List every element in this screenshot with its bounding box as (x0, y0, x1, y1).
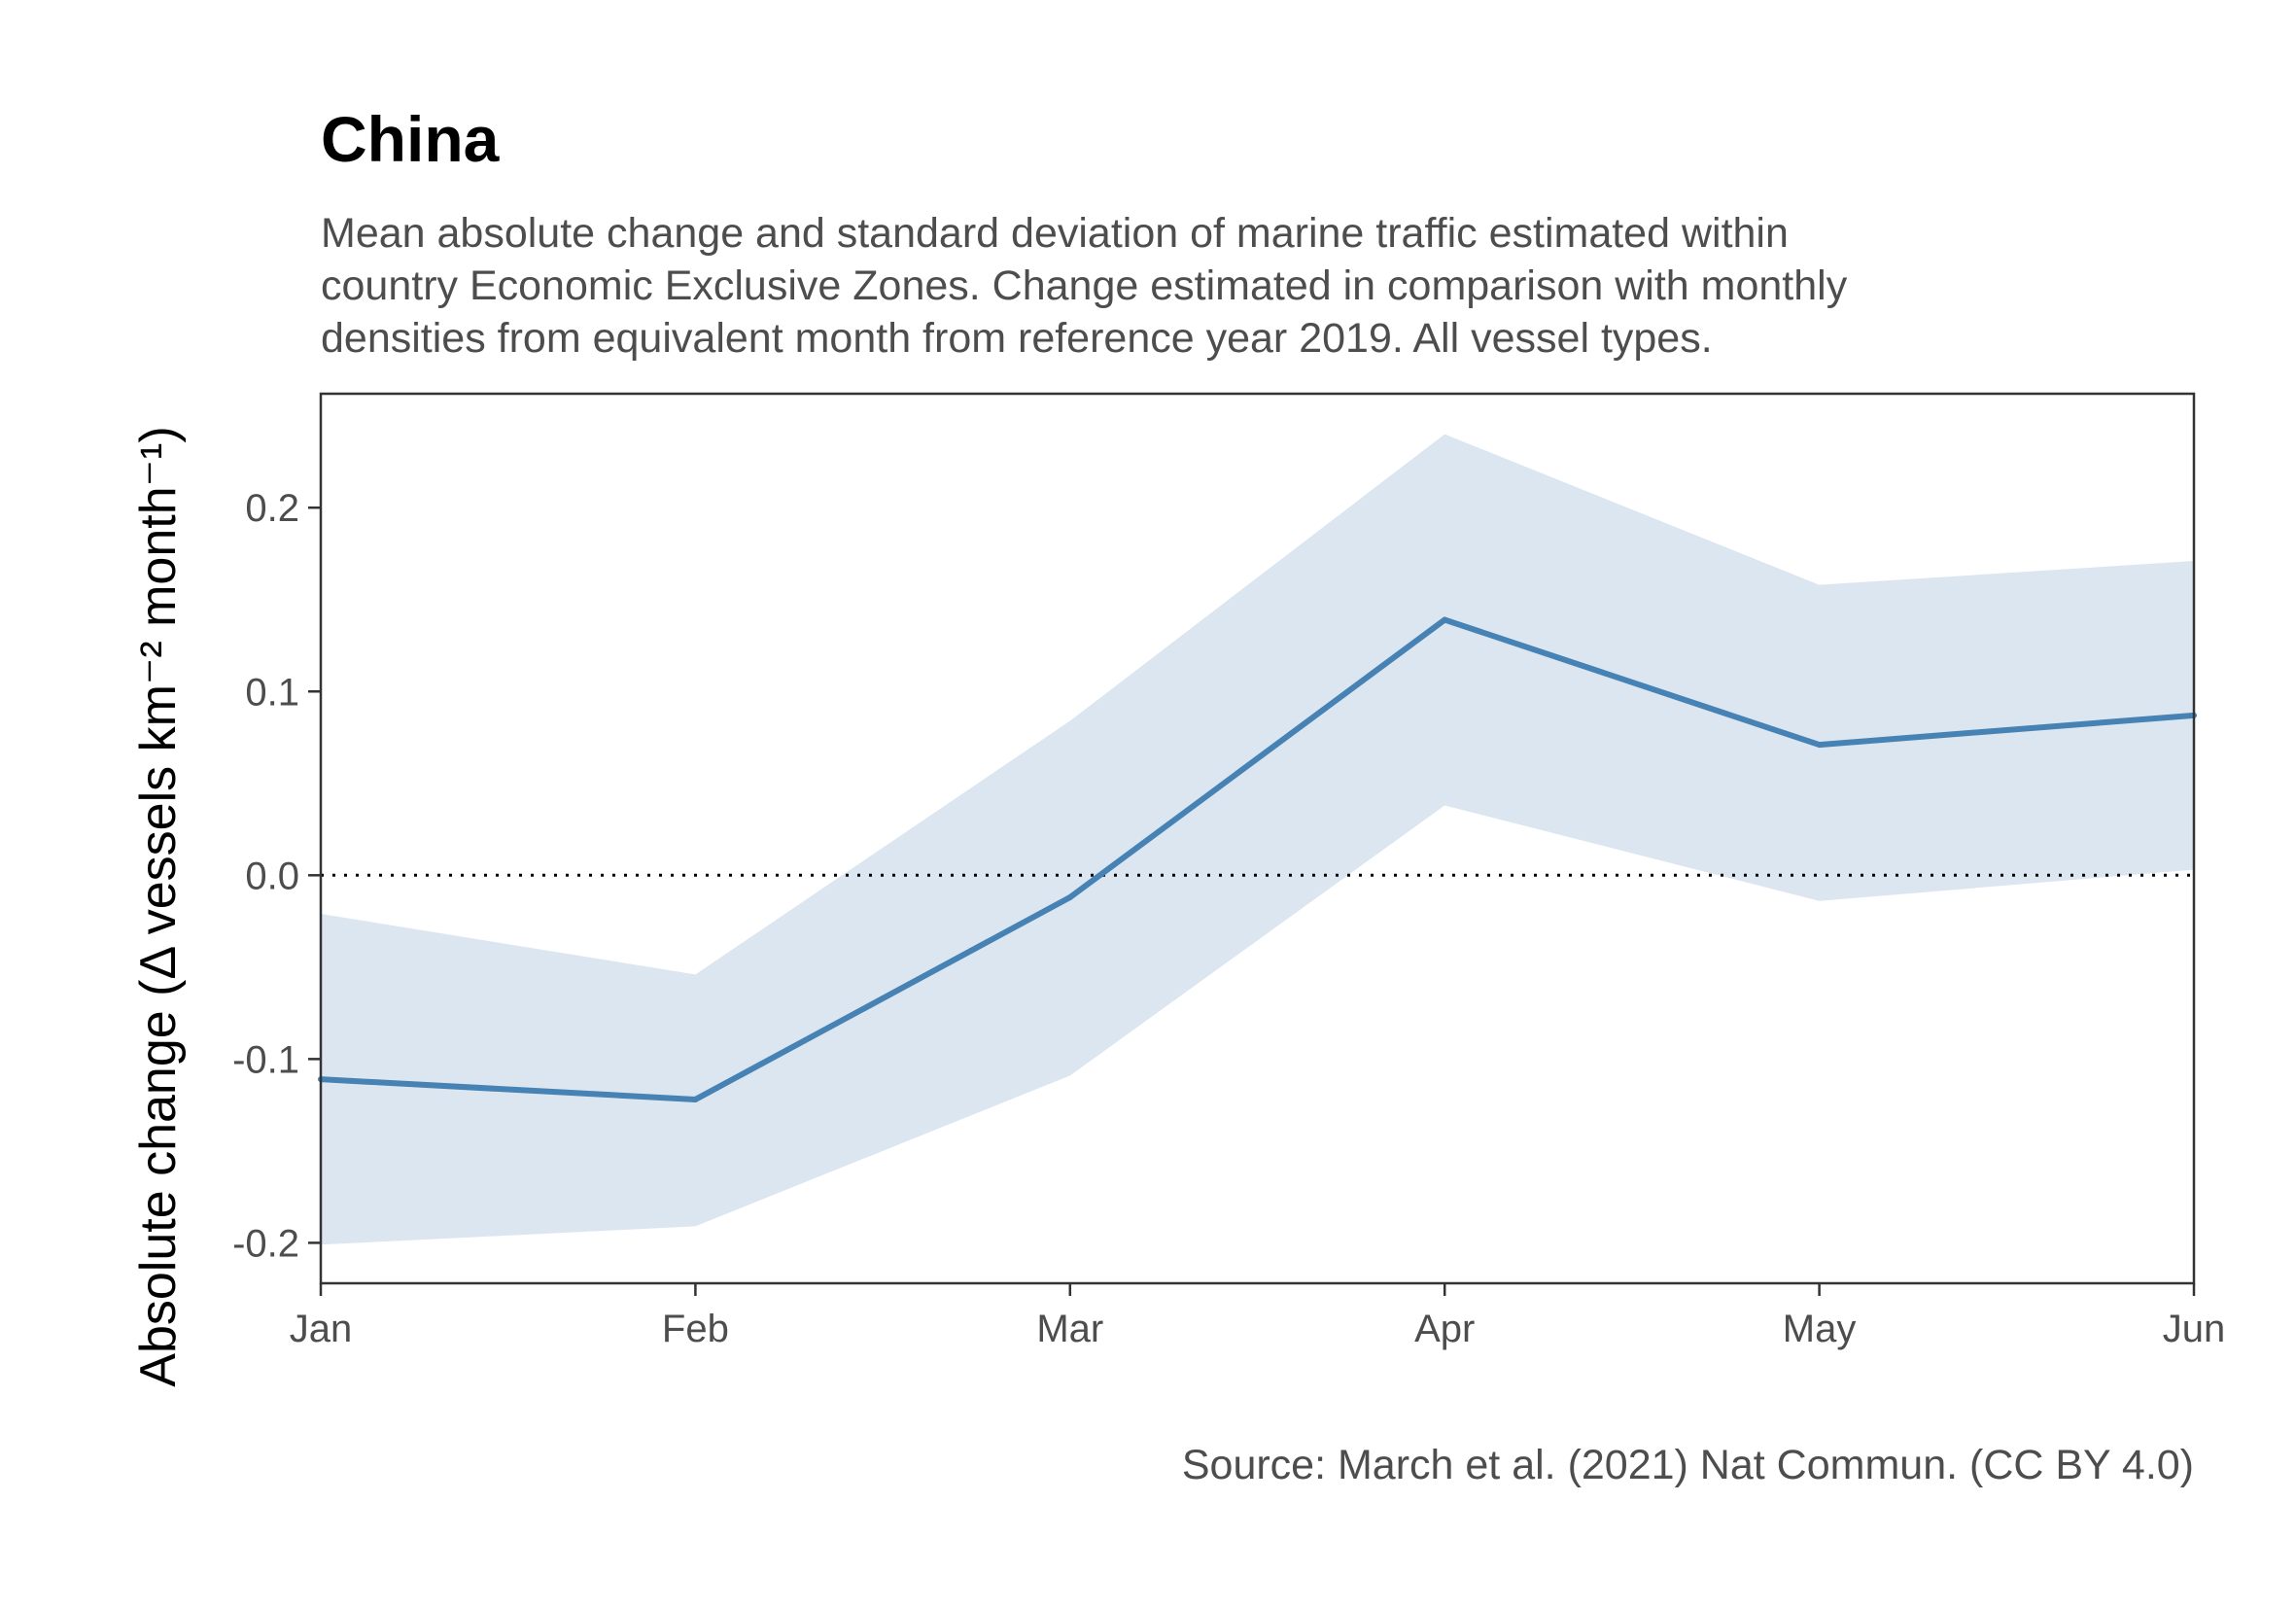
mean-point (1442, 616, 1448, 623)
y-tick-label: 0.2 (245, 487, 299, 530)
x-tick-label: Jan (290, 1308, 353, 1350)
mean-point (692, 1096, 699, 1102)
mean-point (1816, 742, 1823, 749)
y-tick-label: 0.0 (245, 855, 299, 897)
mean-point (1066, 893, 1073, 900)
y-tick-label: -0.2 (232, 1222, 299, 1265)
x-tick-label: Mar (1036, 1308, 1103, 1350)
y-axis-title: Absolute change (Δ vessels km⁻² month⁻¹) (130, 426, 187, 1386)
subtitle-line: country Economic Exclusive Zones. Change… (321, 262, 1848, 309)
x-tick-label: May (1783, 1308, 1857, 1350)
panel-border (319, 392, 2196, 1285)
x-tick-label: Jun (2163, 1308, 2226, 1350)
y-tick-label: 0.1 (245, 671, 299, 714)
mean-line (320, 616, 2195, 1102)
chart-subtitle: Mean absolute change and standard deviat… (321, 207, 2226, 365)
subtitle-line: densities from equivalent month from ref… (321, 315, 1713, 362)
x-tick-label: Apr (1414, 1308, 1475, 1350)
sd-ribbon (321, 434, 2194, 1245)
x-tick-label: Feb (662, 1308, 729, 1350)
y-tick-label: -0.1 (232, 1038, 299, 1081)
source-caption: Source: March et al. (2021) Nat Commun. … (1181, 1442, 2194, 1488)
chart-title: China (321, 103, 500, 175)
subtitle-line: Mean absolute change and standard deviat… (321, 210, 1789, 257)
